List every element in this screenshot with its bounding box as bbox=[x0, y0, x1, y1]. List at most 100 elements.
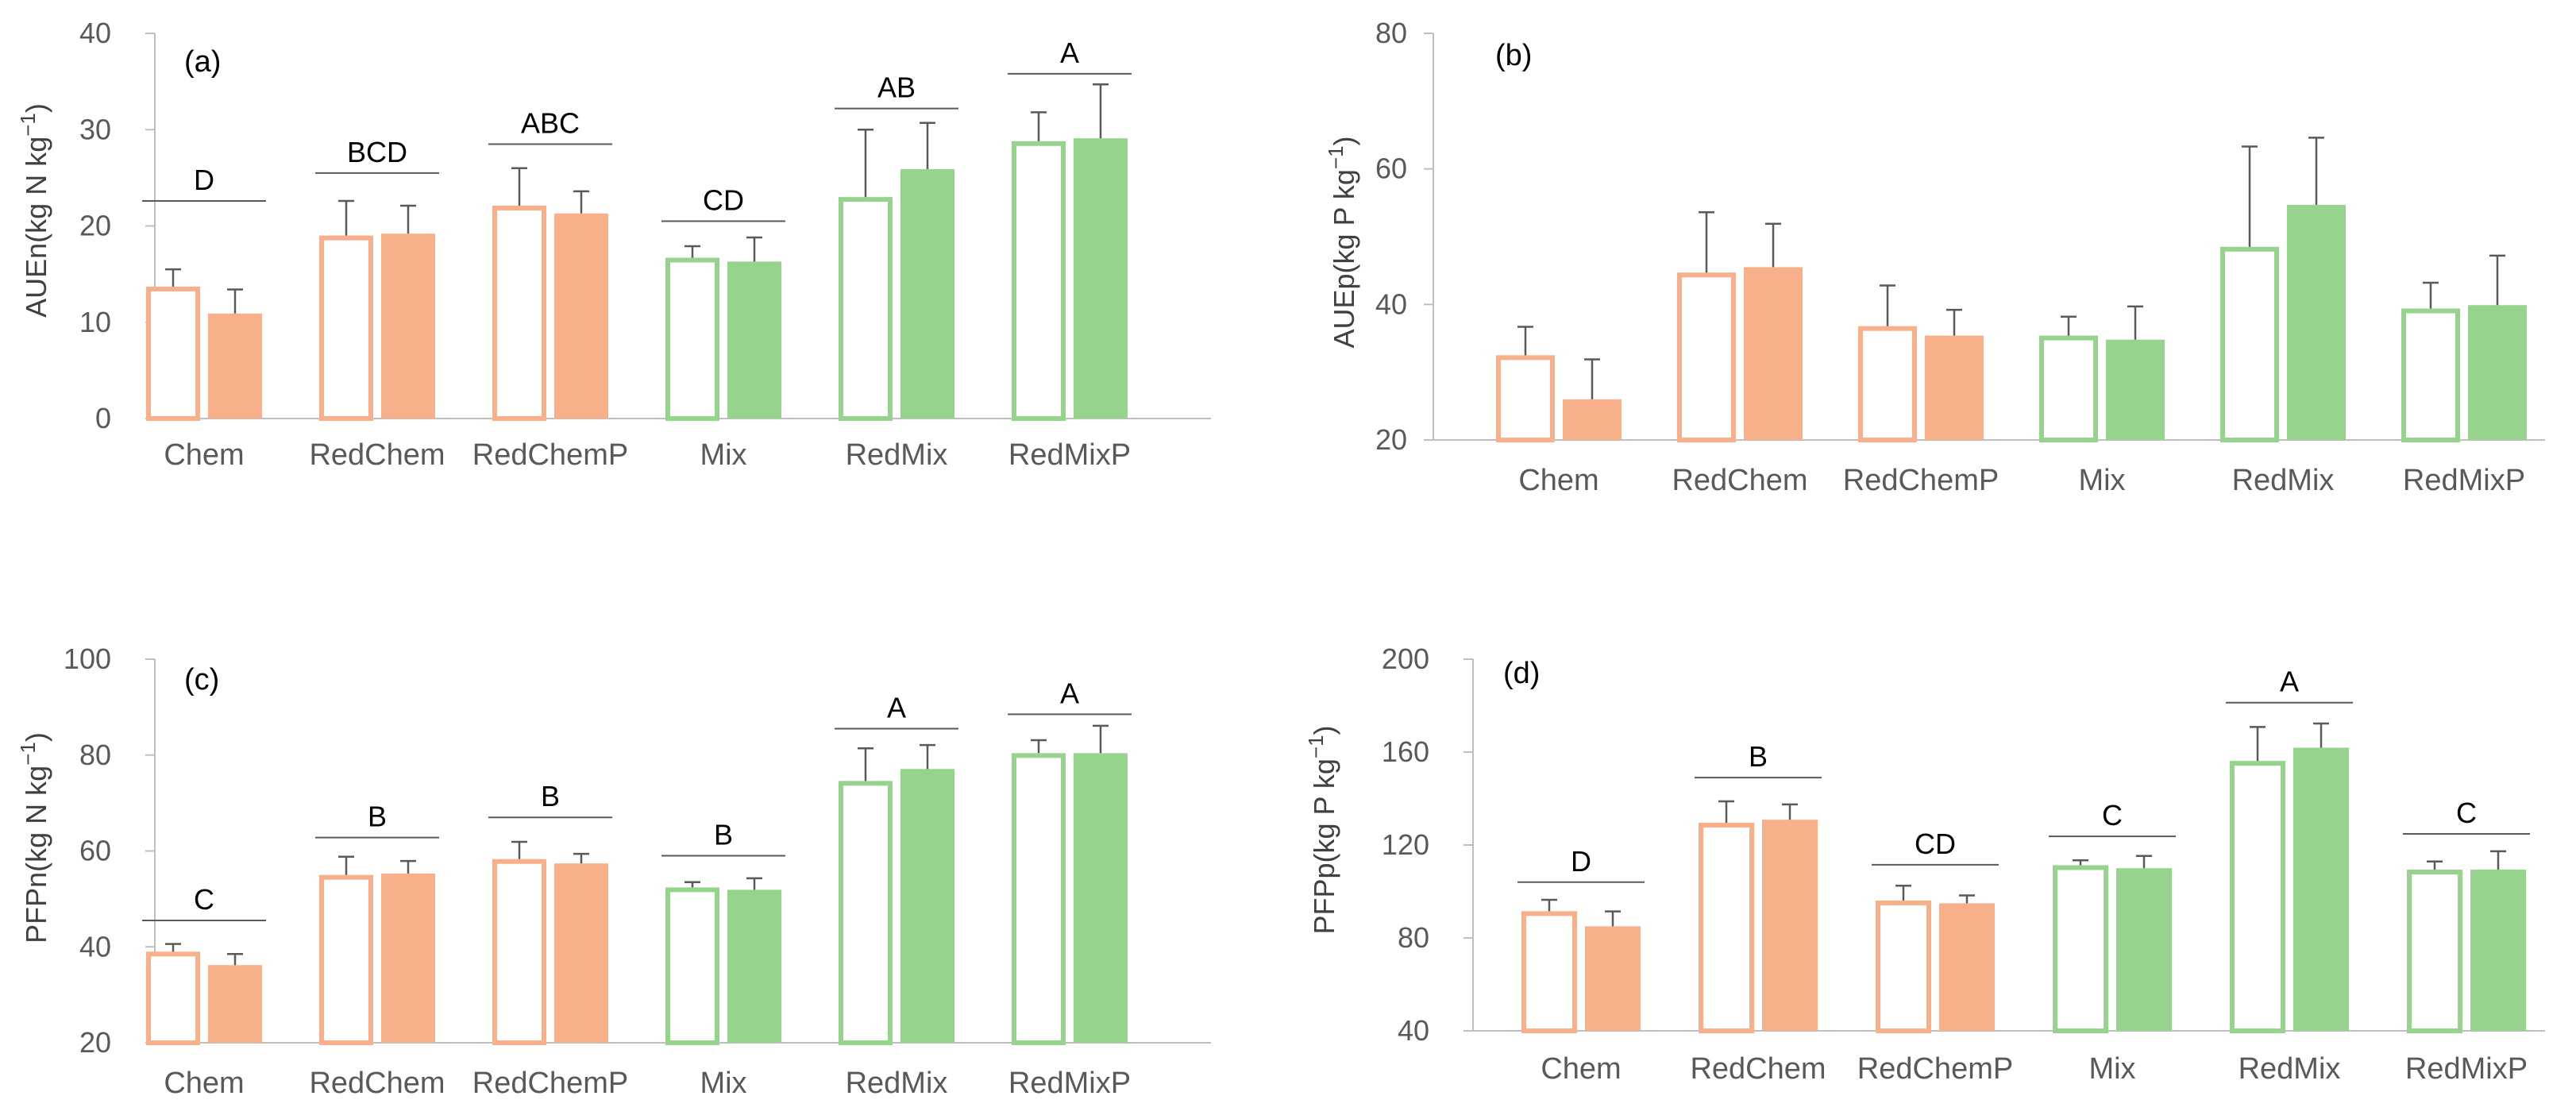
bar-open bbox=[2401, 308, 2460, 442]
bar-filled bbox=[208, 965, 262, 1043]
y-tick-label: 20 bbox=[1375, 423, 1407, 456]
x-category-label: RedMixP bbox=[2403, 464, 2525, 497]
bar-open bbox=[492, 206, 546, 421]
significance-letter: A bbox=[887, 692, 906, 724]
x-category-label: RedChem bbox=[309, 1067, 445, 1100]
x-category-label: RedMixP bbox=[2405, 1052, 2528, 1086]
bar-filled bbox=[2470, 870, 2526, 1031]
bar-filled bbox=[381, 233, 435, 419]
panel-c-ylabel: PFPn(kg N kg−1) bbox=[16, 732, 52, 943]
bar-open bbox=[665, 887, 719, 1046]
panel-a-label: (a) bbox=[184, 45, 221, 79]
y-tick-label: 20 bbox=[79, 1026, 111, 1059]
bar-filled bbox=[208, 313, 262, 419]
x-category-label: RedChemP bbox=[472, 438, 628, 472]
bar-open bbox=[492, 859, 546, 1046]
y-tick-label: 120 bbox=[1382, 828, 1429, 861]
panel-a: (a) AUEn(kg N kg−1) 0 10 20 30 40 Chem D RedChe… bbox=[16, 17, 1211, 472]
significance-letter: ABC bbox=[521, 106, 580, 139]
significance-letter: AB bbox=[877, 71, 916, 104]
x-category-label: Mix bbox=[2088, 1052, 2135, 1086]
significance-letter: A bbox=[2280, 666, 2299, 698]
x-category-label: RedChem bbox=[1690, 1052, 1826, 1086]
significance-letter: B bbox=[1749, 740, 1768, 773]
y-tick-label: 80 bbox=[1375, 17, 1407, 49]
bar-open bbox=[839, 781, 893, 1045]
x-category-label: RedMixP bbox=[1008, 438, 1131, 472]
x-category-label: RedMix bbox=[846, 1067, 948, 1100]
x-category-label: RedChem bbox=[309, 438, 445, 472]
bar-open bbox=[319, 874, 373, 1045]
panel-a-ylabel: AUEn(kg N kg−1) bbox=[16, 103, 52, 318]
bar-filled bbox=[1074, 753, 1128, 1043]
bar-filled bbox=[1939, 903, 1995, 1031]
bar-filled bbox=[1925, 335, 1984, 440]
significance-letter: B bbox=[714, 819, 733, 851]
bar-open bbox=[1012, 141, 1066, 422]
panel-d-label: (d) bbox=[1503, 657, 1540, 690]
panel-c-label: (c) bbox=[184, 663, 219, 696]
x-category-label: RedChemP bbox=[1843, 464, 1999, 497]
bar-open bbox=[146, 286, 200, 422]
panel-b: (b) AUEp(kg P kg−1) 20 40 60 80 Chem RedChem R… bbox=[1324, 17, 2545, 497]
x-category-label: RedMix bbox=[846, 438, 948, 472]
y-tick-label: 40 bbox=[1398, 1014, 1429, 1047]
y-tick-label: 20 bbox=[79, 210, 111, 242]
significance-letter: B bbox=[368, 801, 387, 833]
bar-open bbox=[1521, 911, 1577, 1034]
y-tick-label: 60 bbox=[1375, 152, 1407, 185]
bar-filled bbox=[2468, 305, 2527, 440]
x-category-label: Chem bbox=[164, 438, 244, 472]
bar-filled bbox=[2106, 339, 2165, 440]
x-category-label: RedMixP bbox=[1008, 1067, 1131, 1100]
y-tick-label: 80 bbox=[79, 739, 111, 771]
bar-open bbox=[1876, 900, 1931, 1033]
bar-open bbox=[2220, 246, 2279, 442]
significance-letter: C bbox=[194, 883, 214, 916]
bar-open bbox=[1012, 753, 1066, 1046]
bar-filled bbox=[1585, 926, 1641, 1031]
bar-open bbox=[1677, 272, 1736, 442]
panel-b-label: (b) bbox=[1495, 39, 1532, 72]
x-category-label: RedChemP bbox=[1857, 1052, 2013, 1086]
x-category-label: Mix bbox=[700, 1067, 746, 1100]
significance-letter: CD bbox=[703, 183, 744, 216]
bar-filled bbox=[554, 213, 608, 419]
bar-filled bbox=[381, 873, 435, 1043]
bar-filled bbox=[900, 168, 954, 419]
bar-filled bbox=[727, 889, 781, 1043]
bar-filled bbox=[900, 769, 954, 1043]
bar-filled bbox=[727, 261, 781, 419]
panel-c: (c) PFPn(kg N kg−1) 20 40 60 80 100 Chem C RedC… bbox=[16, 642, 1211, 1100]
bar-open bbox=[2039, 335, 2098, 442]
significance-letter: CD bbox=[1915, 828, 1956, 860]
x-category-label: Chem bbox=[1541, 1052, 1621, 1086]
bar-open bbox=[1699, 822, 1754, 1034]
x-category-label: Chem bbox=[164, 1067, 244, 1100]
significance-letter: A bbox=[1060, 37, 1079, 69]
y-tick-label: 10 bbox=[79, 306, 111, 338]
y-tick-label: 40 bbox=[79, 930, 111, 963]
y-tick-label: 200 bbox=[1382, 642, 1429, 675]
bar-open bbox=[1496, 355, 1555, 443]
x-category-label: RedChem bbox=[1672, 464, 1807, 497]
bar-open bbox=[319, 235, 373, 421]
bar-filled bbox=[2293, 747, 2349, 1031]
panel-d-ylabel: PFPp(kg P kg−1) bbox=[1304, 725, 1340, 934]
bar-filled bbox=[2116, 868, 2172, 1031]
y-tick-label: 40 bbox=[1375, 287, 1407, 320]
bar-open bbox=[1858, 326, 1917, 443]
significance-letter: BCD bbox=[347, 136, 407, 168]
bar-filled bbox=[1563, 399, 1622, 440]
y-tick-label: 100 bbox=[64, 642, 111, 675]
y-tick-label: 60 bbox=[79, 835, 111, 867]
significance-letter: D bbox=[1571, 845, 1591, 878]
significance-letter: A bbox=[1060, 677, 1079, 709]
bar-filled bbox=[1074, 138, 1128, 419]
bar-filled bbox=[2287, 204, 2346, 440]
panel-b-ylabel: AUEp(kg P kg−1) bbox=[1324, 136, 1360, 348]
bar-filled bbox=[1744, 267, 1803, 440]
y-tick-label: 0 bbox=[95, 402, 111, 434]
x-category-label: RedMix bbox=[2232, 464, 2335, 497]
